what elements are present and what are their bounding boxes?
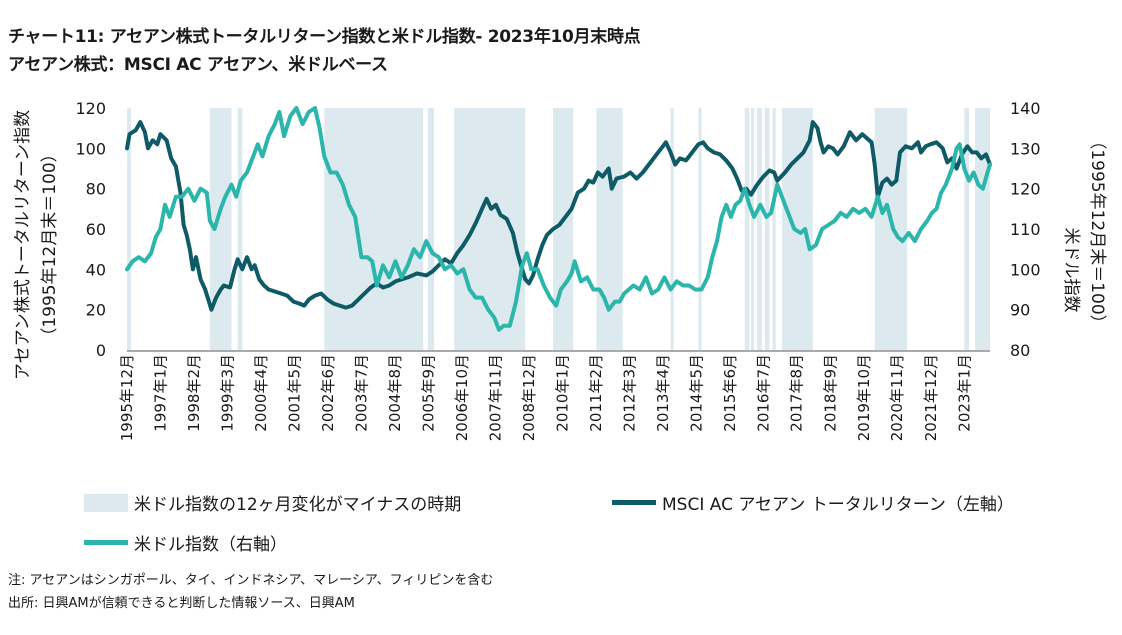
x-tick-label: 2013年4月 <box>654 354 672 432</box>
x-tick-label: 1997年1月 <box>151 354 169 432</box>
right-tick-label: 140 <box>1010 99 1041 118</box>
legend-usd-swatch <box>84 540 128 545</box>
shaded-period-11 <box>750 108 755 350</box>
shaded-period-3 <box>324 108 424 350</box>
left-tick-label: 20 <box>86 301 106 320</box>
x-tick-label: 2015年6月 <box>721 354 739 432</box>
x-tick-label: 2016年7月 <box>754 354 772 432</box>
series-lines <box>125 106 992 332</box>
x-tick-label: 2002年6月 <box>319 354 337 432</box>
left-tick-label: 0 <box>96 341 106 360</box>
right-tick-label: 100 <box>1010 260 1041 279</box>
x-tick-label: 2014年5月 <box>687 354 705 432</box>
x-tick-label: 2017年8月 <box>788 354 806 432</box>
shaded-period-2 <box>237 108 243 350</box>
x-tick-label: 2010年1月 <box>553 354 571 432</box>
x-axis-ticks: 1995年12月 1997年1月 1998年2月 1999年3月 2000年4月 2001… <box>118 354 973 441</box>
right-tick-label: 130 <box>1010 139 1041 158</box>
x-tick-label: 2007年11月 <box>486 354 504 441</box>
right-axis-ticks: 80 90 100 110 120 130 140 <box>1010 99 1041 360</box>
chart-title: チャート11: アセアン株式トータルリターン指数と米ドル指数- 2023年10月… <box>8 27 641 47</box>
x-tick-label: 2000年4月 <box>252 354 270 432</box>
legend-shade-swatch <box>84 493 128 512</box>
left-tick-label: 100 <box>75 139 106 158</box>
x-tick-label: 2003年7月 <box>352 354 370 432</box>
left-tick-label: 40 <box>86 260 106 279</box>
legend-asean-swatch <box>612 500 656 505</box>
x-tick-label: 1995年12月 <box>118 354 136 441</box>
x-tick-label: 1998年2月 <box>185 354 203 432</box>
x-tick-label: 1999年3月 <box>218 354 236 432</box>
source-note: 出所: 日興AMが信頼できると判断した情報ソース、日興AM <box>8 596 355 611</box>
shaded-period-6 <box>553 108 574 350</box>
shaded-period-14 <box>772 108 776 350</box>
x-tick-label: 2023年1月 <box>955 354 973 432</box>
shaded-period-7 <box>596 108 623 350</box>
left-axis-label: アセアン株式トータルリターン指数 <box>13 110 33 380</box>
shaded-period-16 <box>874 108 908 350</box>
x-tick-label: 2005年9月 <box>419 354 437 432</box>
shaded-period-17 <box>964 108 969 350</box>
asean-total-return-line <box>125 120 992 312</box>
right-axis-sublabel: （1995年12月末＝100） <box>1087 132 1107 331</box>
usd-index-line <box>125 106 992 332</box>
left-axis-sublabel: （1995年12月末＝100） <box>40 145 60 344</box>
shaded-period-1 <box>209 108 232 350</box>
footnote: 注: アセアンはシンガポール、タイ、インドネシア、マレーシア、フィリピンを含む <box>8 573 494 588</box>
shaded-period-4 <box>427 108 435 350</box>
legend-shade-label: 米ドル指数の12ヶ月変化がマイナスの時期 <box>134 495 462 515</box>
x-tick-label: 2004年8月 <box>386 354 404 432</box>
x-tick-label: 2001年5月 <box>285 354 303 432</box>
x-tick-label: 2008年12月 <box>520 354 538 441</box>
legend-asean: MSCI AC アセアン トータルリターン（左軸） <box>612 490 1014 515</box>
x-tick-label: 2021年12月 <box>922 354 940 441</box>
right-tick-label: 120 <box>1010 180 1041 199</box>
left-tick-label: 60 <box>86 220 106 239</box>
shaded-period-8 <box>670 108 674 350</box>
x-tick-label: 2011年2月 <box>587 354 605 432</box>
legend-shade: 米ドル指数の12ヶ月変化がマイナスの時期 <box>84 490 461 515</box>
x-tick-label: 2018年9月 <box>821 354 839 432</box>
legend-usd-label: 米ドル指数（右軸） <box>134 535 287 555</box>
shaded-period-13 <box>764 108 770 350</box>
shaded-periods <box>127 108 990 350</box>
right-tick-label: 80 <box>1010 341 1030 360</box>
chart-subtitle: アセアン株式：MSCI AC アセアン、米ドルベース <box>8 55 388 75</box>
x-tick-label: 2012年3月 <box>620 354 638 432</box>
left-axis-ticks: 0 20 40 60 80 100 120 <box>75 99 106 360</box>
x-tick-label: 2020年11月 <box>888 354 906 441</box>
shaded-period-18 <box>975 108 990 350</box>
shaded-period-12 <box>757 108 762 350</box>
x-tick-label: 2006年10月 <box>453 354 471 441</box>
shaded-period-0 <box>127 108 132 350</box>
right-tick-label: 90 <box>1010 301 1030 320</box>
right-axis-label: 米ドル指数 <box>1061 228 1081 313</box>
left-tick-label: 120 <box>75 99 106 118</box>
legend-asean-label: MSCI AC アセアン トータルリターン（左軸） <box>662 495 1014 515</box>
left-tick-label: 80 <box>86 180 106 199</box>
legend-usd: 米ドル指数（右軸） <box>84 530 287 555</box>
shaded-period-10 <box>744 108 750 350</box>
right-tick-label: 110 <box>1010 220 1041 239</box>
shaded-period-9 <box>698 108 702 350</box>
x-tick-label: 2019年10月 <box>855 354 873 441</box>
